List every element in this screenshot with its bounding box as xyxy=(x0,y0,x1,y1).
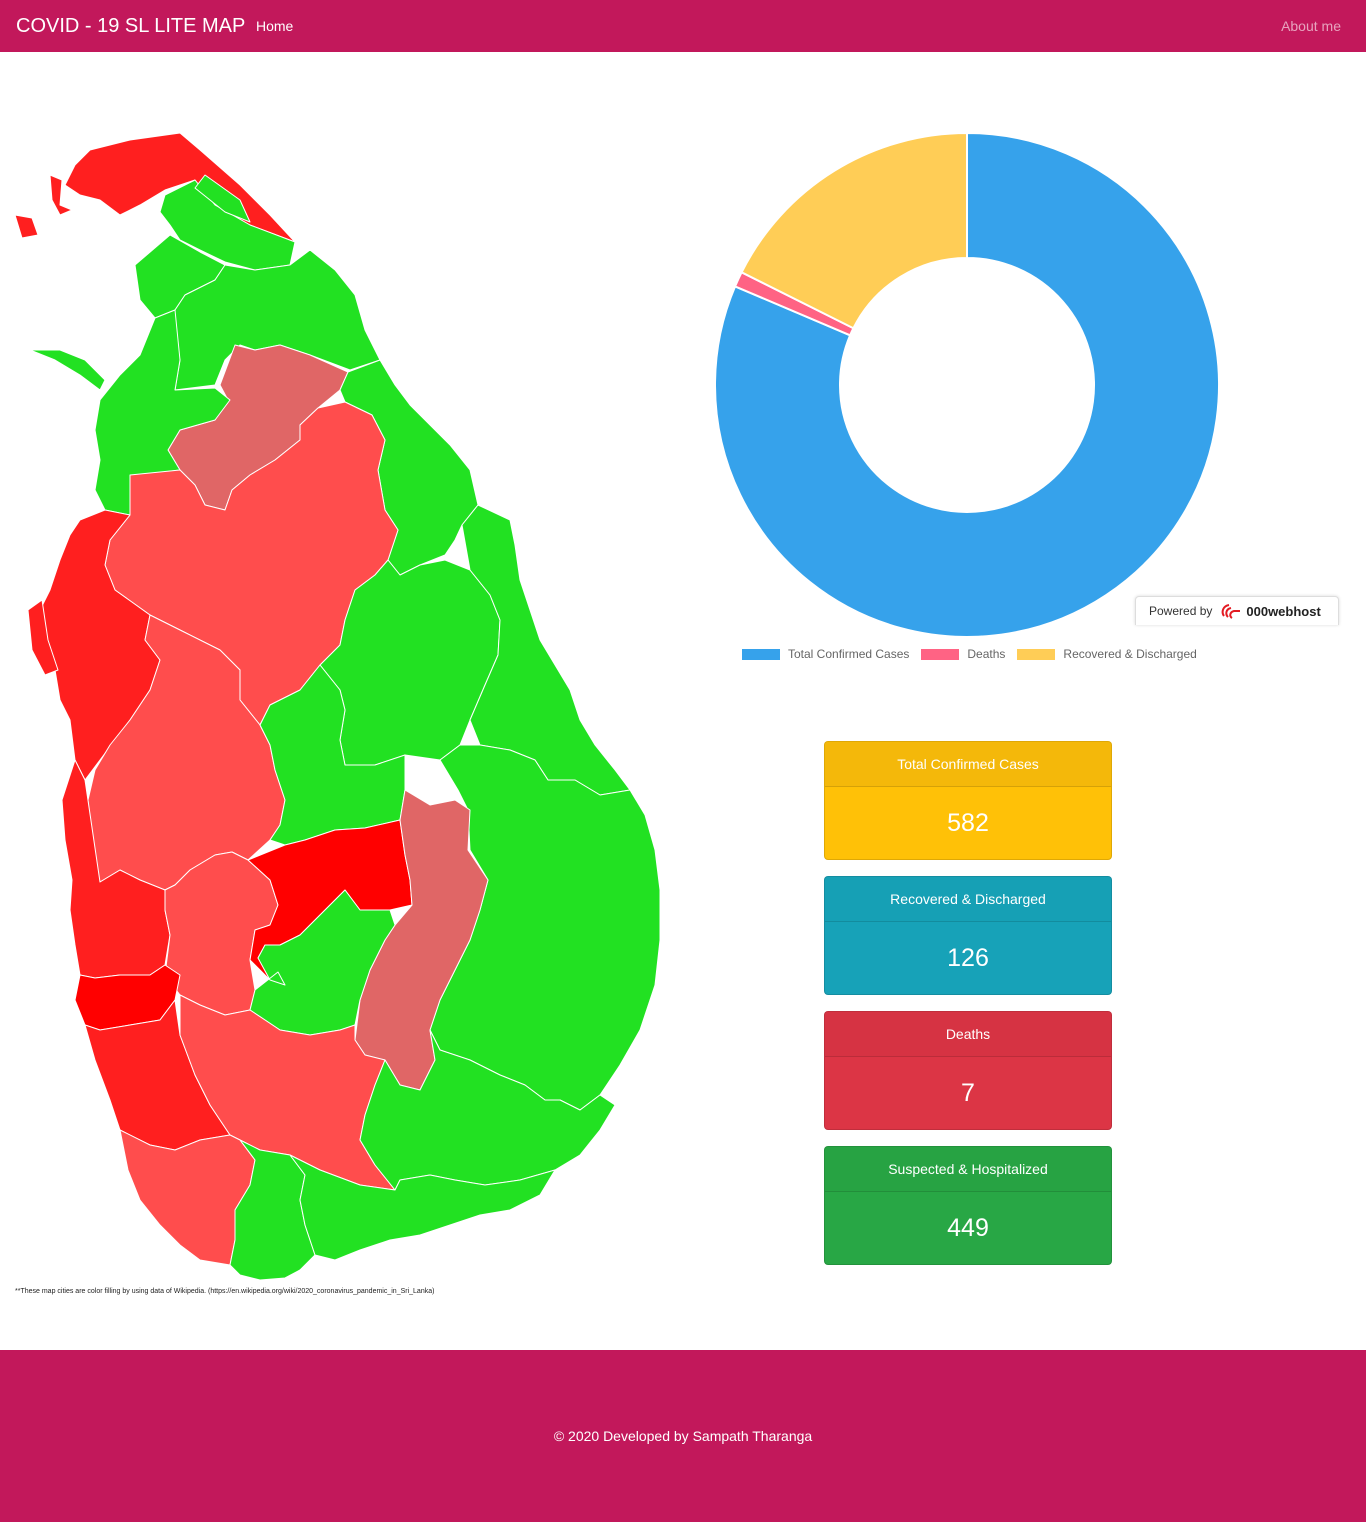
legend-item-recovered[interactable]: Recovered & Discharged xyxy=(1017,647,1197,661)
webhost-logo-icon xyxy=(1220,602,1242,620)
legend-label: Total Confirmed Cases xyxy=(788,647,910,661)
district-hambantota[interactable] xyxy=(289,1154,556,1261)
brand-title[interactable]: COVID - 19 SL LITE MAP xyxy=(16,15,246,37)
card-value: 7 xyxy=(961,1078,975,1107)
district-puttalam-lagoon xyxy=(27,599,59,676)
legend-item-deaths[interactable]: Deaths xyxy=(921,647,1005,661)
card-recovered: Recovered & Discharged 126 xyxy=(824,876,1112,995)
doughnut-svg xyxy=(714,131,1220,638)
card-suspected: Suspected & Hospitalized 449 xyxy=(824,1146,1112,1265)
district-mannar-spit xyxy=(29,349,106,391)
chart-legend: Total Confirmed Cases Deaths Recovered &… xyxy=(742,645,1209,663)
legend-swatch xyxy=(1017,648,1056,660)
slice-confirmed[interactable] xyxy=(714,131,1220,638)
card-deaths: Deaths 7 xyxy=(824,1011,1112,1130)
slice-recovered[interactable] xyxy=(740,131,968,330)
legend-swatch xyxy=(921,648,960,660)
powered-by-text: Powered by xyxy=(1149,604,1213,618)
card-value: 449 xyxy=(947,1213,989,1242)
nav-home-link[interactable]: Home xyxy=(256,18,294,34)
district-jaffna-islet xyxy=(49,174,73,216)
district-jaffna-islet xyxy=(14,214,39,239)
card-value: 582 xyxy=(947,808,989,837)
card-header: Recovered & Discharged xyxy=(825,877,1111,922)
doughnut-chart xyxy=(700,120,1260,680)
district-kilinochchi-islet xyxy=(194,174,251,223)
map-source-note: **These map cities are color filling by … xyxy=(15,1288,435,1295)
powered-by-badge[interactable]: Powered by 000webhost xyxy=(1135,596,1339,625)
powered-by-brand: 000webhost xyxy=(1246,603,1321,619)
district-monaragala[interactable] xyxy=(359,1029,616,1191)
legend-item-confirmed[interactable]: Total Confirmed Cases xyxy=(742,647,909,661)
card-value: 126 xyxy=(947,943,989,972)
footer-text: © 2020 Developed by Sampath Tharanga xyxy=(553,1428,813,1444)
card-total-confirmed: Total Confirmed Cases 582 xyxy=(824,741,1112,860)
sri-lanka-map xyxy=(0,120,680,1290)
map-svg xyxy=(14,132,661,1281)
card-header: Deaths xyxy=(825,1012,1111,1057)
card-header: Suspected & Hospitalized xyxy=(825,1147,1111,1192)
legend-label: Recovered & Discharged xyxy=(1063,647,1197,661)
navbar: COVID - 19 SL LITE MAP Home About me xyxy=(0,0,1366,52)
district-kilinochchi[interactable] xyxy=(159,179,296,271)
legend-swatch xyxy=(742,648,780,660)
card-header: Total Confirmed Cases xyxy=(825,742,1111,787)
nav-about-link[interactable]: About me xyxy=(1281,18,1341,34)
district-nuwara-eliya[interactable] xyxy=(249,889,396,1036)
legend-label: Deaths xyxy=(967,647,1006,661)
footer: © 2020 Developed by Sampath Tharanga xyxy=(0,1350,1366,1522)
